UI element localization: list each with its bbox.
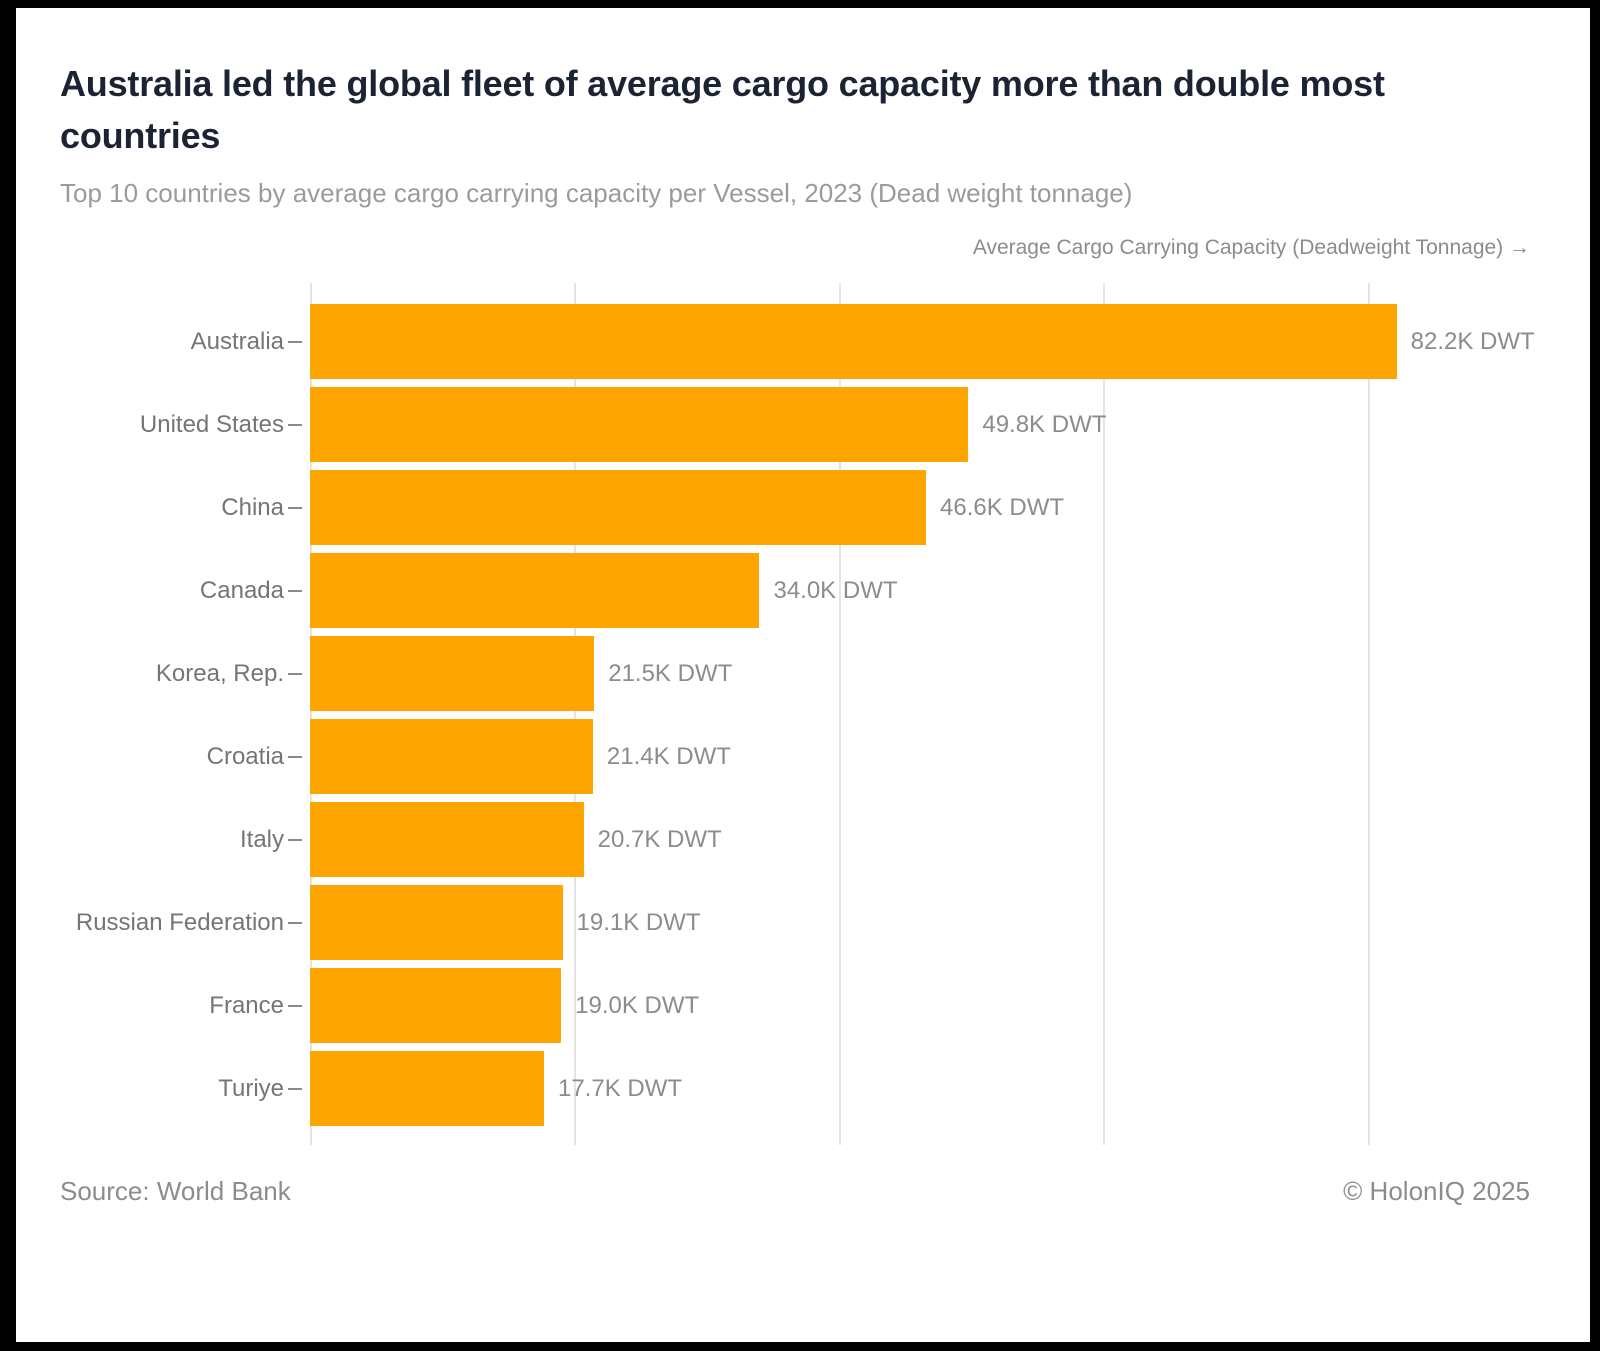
bar [310, 968, 562, 1043]
bar-row: United States 49.8K DWT [140, 387, 1400, 462]
category-label: Italy [239, 826, 284, 853]
bar [310, 802, 584, 877]
category-tick-icon [288, 672, 302, 675]
bar-row: France 19.0K DWT [209, 968, 1400, 1043]
value-label: 21.4K DWT [606, 743, 731, 770]
chart-title: Australia led the global fleet of averag… [60, 63, 1385, 156]
value-label: 19.0K DWT [575, 992, 700, 1019]
value-label: 34.0K DWT [773, 577, 898, 604]
category-label: France [209, 992, 284, 1019]
bar-row: Turiye 17.7K DWT [218, 1051, 1400, 1126]
category-tick-icon [288, 340, 302, 343]
bar-row: Australia 82.2K DWT [191, 304, 1535, 379]
bar [310, 1051, 544, 1126]
source-note: Source: World Bank [60, 1176, 291, 1206]
bar [310, 553, 760, 628]
category-tick-icon [288, 755, 302, 758]
x-axis-label: Average Cargo Carrying Capacity (Deadwei… [972, 236, 1530, 259]
chart-subtitle: Top 10 countries by average cargo carryi… [60, 178, 1133, 208]
bar [310, 304, 1397, 379]
category-label: Turiye [218, 1075, 284, 1102]
category-label: China [221, 494, 284, 521]
gridline [838, 283, 841, 1145]
bar-row: Canada 34.0K DWT [200, 553, 1400, 628]
gridline [310, 283, 312, 1145]
bar-row: Russian Federation 19.1K DWT [76, 885, 1400, 960]
plot-area: Australia 82.2K DWT United States 49.8K DWT… [76, 283, 1535, 1145]
category-tick-icon [288, 423, 302, 426]
value-label: 17.7K DWT [557, 1075, 683, 1102]
value-label: 19.1K DWT [576, 909, 701, 936]
bar-row: Korea, Rep. 21.5K DWT [156, 636, 1400, 711]
gridline [574, 283, 577, 1145]
bar [310, 636, 595, 711]
category-label: Russian Federation [75, 909, 284, 936]
category-label: Canada [199, 577, 284, 604]
category-label: United States [139, 411, 284, 438]
bar-row: Italy 20.7K DWT [240, 802, 1400, 877]
bar [310, 719, 593, 794]
category-tick-icon [288, 921, 302, 924]
gridline [1103, 283, 1106, 1145]
value-label: 49.8K DWT [982, 411, 1107, 438]
bar [310, 470, 927, 545]
gridline [1367, 283, 1370, 1145]
category-tick-icon [288, 589, 302, 592]
category-tick-icon [288, 1087, 302, 1090]
category-label: Australia [190, 328, 284, 355]
category-tick-icon [288, 1004, 302, 1007]
category-tick-icon [288, 506, 302, 509]
bar [310, 885, 563, 960]
value-label: 46.6K DWT [940, 494, 1065, 521]
chart-card: Australia led the global fleet of averag… [16, 8, 1590, 1342]
bar-row: China 46.6K DWT [221, 470, 1400, 545]
category-label: Korea, Rep. [155, 660, 284, 687]
value-label: 20.7K DWT [597, 826, 722, 853]
bar [310, 387, 969, 462]
value-label: 82.2K DWT [1410, 328, 1535, 355]
bar-row: Croatia 21.4K DWT [207, 719, 1400, 794]
category-label: Croatia [206, 743, 284, 770]
category-tick-icon [288, 838, 302, 841]
copyright-note: © HolonIQ 2025 [1343, 1176, 1530, 1206]
value-label: 21.5K DWT [608, 660, 733, 687]
